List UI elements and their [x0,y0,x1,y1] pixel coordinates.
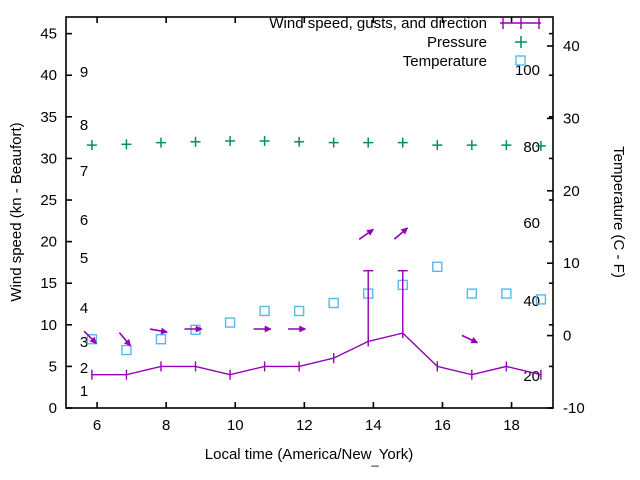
pressure-point [86,140,97,151]
right-axis-tick-labels: -10 0 10 20 30 40 [563,38,585,417]
pressure-point [501,140,512,151]
fahrenheit-label: 100 [515,62,540,79]
bottom-axis-ticks [96,402,513,408]
y-axis-title: Wind speed (kn - Beaufort) [8,122,25,301]
temperature-point [155,334,167,345]
legend-label-pressure: Pressure [427,34,487,51]
wind-direction-arrow [253,325,272,333]
gust-bars [363,270,408,342]
pressure-point [328,137,339,148]
pressure-point [190,136,201,147]
y2-tick-label: 30 [563,110,580,127]
legend-marker-temperature [515,55,526,66]
pressure-series [86,135,546,151]
temperature-point [86,334,98,345]
beaufort-label: 6 [80,212,88,229]
x-tick-label: 18 [503,417,520,434]
beaufort-label: 9 [80,64,88,81]
wind-direction-arrow [288,325,307,333]
left-axis-ticks [66,32,553,409]
gust-bar [363,270,374,342]
top-axis-ticks [96,17,513,23]
pressure-point [363,137,374,148]
pressure-point [432,140,443,151]
wind-direction-arrow [393,227,409,240]
beaufort-label: 3 [80,334,88,351]
y-tick-label: 5 [49,358,57,375]
beaufort-label: 7 [80,163,88,180]
pressure-point [155,137,166,148]
pressure-point [121,139,132,150]
temperature-point [259,305,270,317]
beaufort-label: 1 [80,383,88,400]
pressure-point [259,135,270,146]
wind-direction-arrow [118,332,132,347]
temperature-point [328,297,339,309]
fahrenheit-label: 60 [523,215,540,232]
legend-marker-pressure [515,36,527,48]
temperature-point [121,344,132,356]
temperature-point [432,261,443,273]
temperature-point [535,294,547,305]
legend-label-wind: Wind speed, gusts, and direction [269,15,487,32]
beaufort-label: 2 [80,360,88,377]
beaufort-label: 4 [80,300,88,317]
bottom-axis-tick-labels: 6 8 10 12 14 16 18 [93,417,520,434]
beaufort-label: 8 [80,117,88,134]
temperature-point [293,305,305,317]
wind-speed-line [91,332,542,376]
temperature-point [224,317,236,328]
pressure-point [466,140,477,151]
y-tick-label: 25 [40,192,57,209]
fahrenheit-label: 80 [523,139,540,156]
x-tick-label: 14 [365,417,382,434]
wind-speed-series [91,328,542,380]
y2-tick-label: 10 [563,255,580,272]
temperature-series [86,261,547,356]
x-tick-label: 12 [296,417,313,434]
y2-tick-label: 20 [563,183,580,200]
left-axis-tick-labels: 0 5 10 15 20 25 30 35 40 45 [40,26,57,417]
y-tick-label: 15 [40,275,57,292]
x-tick-label: 10 [227,417,244,434]
temperature-point [501,288,512,299]
x-axis-title: Local time (America/New_York) [205,446,413,467]
legend-label-temperature: Temperature [403,53,487,70]
y-tick-label: 20 [40,234,57,251]
y2-tick-label: 40 [563,38,580,55]
y-tick-label: 30 [40,150,57,167]
pressure-point [225,135,236,146]
beaufort-inner-labels: 1 2 3 4 5 6 7 8 9 [80,64,88,400]
wind-direction-arrows [83,227,479,347]
fahrenheit-label: 20 [523,368,540,385]
y-tick-label: 35 [40,109,57,126]
beaufort-label: 5 [80,250,88,267]
wind-direction-arrow [184,325,203,333]
gust-bar [397,270,408,334]
x-tick-label: 8 [162,417,170,434]
right-axis-ticks [547,45,553,409]
y2-tick-label: -10 [563,400,585,417]
y2-axis-title: Temperature (C - F) [610,146,627,278]
y-tick-label: 10 [40,317,57,334]
y2-tick-label: 0 [563,328,571,345]
temperature-point [466,288,478,299]
x-tick-label: 6 [93,417,101,434]
pressure-point [535,140,546,151]
x-tick-label: 16 [434,417,451,434]
y-tick-label: 40 [40,67,57,84]
y-tick-label: 0 [49,400,57,417]
y-tick-label: 45 [40,26,57,43]
pressure-point [397,137,408,148]
wind-direction-arrow [149,327,169,335]
plot-frame [65,16,554,409]
legend: Wind speed, gusts, and direction Pressur… [269,15,541,70]
wind-direction-arrow [83,330,98,345]
wind-direction-arrow [461,334,479,344]
pressure-point [294,136,305,147]
wind-direction-arrow [358,228,375,240]
